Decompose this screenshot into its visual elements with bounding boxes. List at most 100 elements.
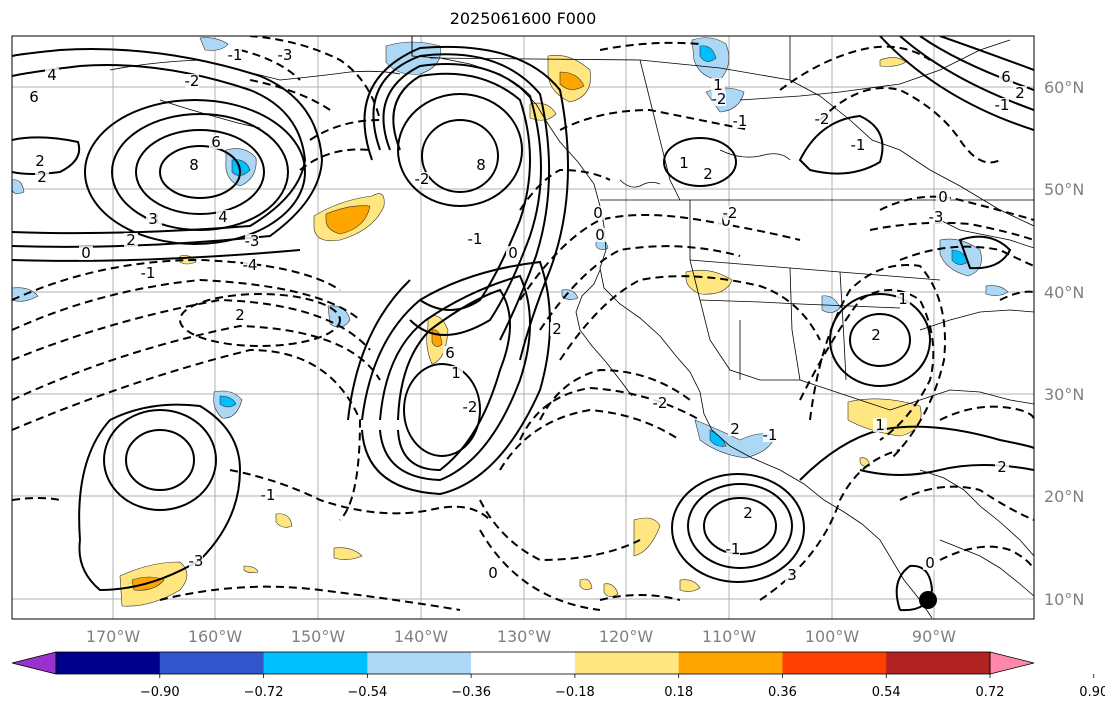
colorbar-segment: [367, 652, 472, 674]
contour-value-label: -2: [463, 398, 478, 416]
longitude-tick-label: 100°W: [805, 627, 860, 646]
colorbar-tick-label: −0.72: [244, 685, 284, 700]
contour-label-bg: [785, 568, 799, 582]
contour-label-bg: [27, 90, 41, 104]
contour-value-label: -2: [815, 110, 830, 128]
contour-value-label: 2: [235, 306, 245, 324]
colorbar-segment: [159, 652, 265, 674]
contour-label-bg: [550, 322, 564, 336]
contour-label-bg: [443, 346, 457, 360]
colorbar-segment: [56, 652, 161, 674]
contour-value-label: 8: [476, 156, 486, 174]
coastlines: [109, 36, 1034, 619]
contour-label-bg: [936, 190, 950, 204]
contour-value-label: 1: [679, 154, 689, 172]
colorbar-segment: [574, 652, 680, 674]
contour-value-label: -3: [278, 46, 293, 64]
contour-label-bg: [591, 206, 605, 220]
contour-label-bg: [233, 308, 247, 322]
contour-value-label: -1: [763, 426, 778, 444]
contour-value-label: -1: [228, 46, 243, 64]
contour-label-bg: [726, 542, 740, 556]
figure-title: 2025061600 F000: [449, 9, 597, 28]
contour-value-label: 3: [148, 210, 158, 228]
latitude-labels: 60°N 50°N 40°N 30°N 20°N 10°N: [1044, 78, 1084, 609]
contour-value-label: 1: [713, 76, 723, 94]
contour-label-bg: [187, 158, 201, 172]
contour-label-bg: [851, 138, 865, 152]
colorbar-frame: [55, 651, 991, 675]
contour-value-label: 6: [445, 344, 455, 362]
contour-value-label: 0: [721, 212, 731, 230]
contour-value-label: -3: [189, 552, 204, 570]
contour-label-bg: [593, 228, 607, 242]
contour-value-label: 0: [938, 188, 948, 206]
longitude-tick-label: 110°W: [702, 627, 757, 646]
contour-label-bg: [815, 112, 829, 126]
dashed-contours: [12, 36, 1034, 611]
contour-value-label: -2: [415, 170, 430, 188]
contour-value-label: 2: [35, 152, 45, 170]
contour-value-label: -3: [245, 232, 260, 250]
contour-value-label: 0: [81, 244, 91, 262]
contour-label-bg: [869, 328, 883, 342]
colorbar-tick-label: −0.90: [140, 685, 180, 700]
contour-label-bg: [653, 396, 667, 410]
contour-label-bg: [79, 246, 93, 260]
contour-value-label: -1: [141, 264, 156, 282]
colorbar-tick-label: −0.36: [451, 685, 491, 700]
latitude-tick-label: 30°N: [1044, 385, 1084, 404]
contour-labels: 46223-36884320-2-3-1-12-2-46-10021-2-212…: [27, 46, 1027, 584]
colorbar-segment: [263, 652, 368, 674]
contour-label-bg: [228, 48, 242, 62]
contour-label-bg: [923, 556, 937, 570]
colorbar-segment: [471, 652, 576, 674]
longitude-labels: 170°W 160°W 150°W 140°W 130°W 120°W 110°W 100°W…: [86, 627, 956, 646]
latitude-tick-label: 50°N: [1044, 180, 1084, 199]
contour-label-bg: [243, 258, 257, 272]
contour-value-label: 6: [211, 133, 221, 151]
contour-label-bg: [141, 266, 155, 280]
contour-label-bg: [216, 210, 230, 224]
contour-label-bg: [474, 158, 488, 172]
contour-value-label: -1: [468, 230, 483, 248]
contour-value-label: 2: [126, 231, 136, 249]
latitude-tick-label: 60°N: [1044, 78, 1084, 97]
latitude-tick-label: 20°N: [1044, 487, 1084, 506]
longitude-tick-label: 120°W: [599, 627, 654, 646]
contour-label-bg: [712, 92, 726, 106]
colorbar-tick-label: −0.18: [555, 685, 595, 700]
contour-value-label: 2: [730, 420, 740, 438]
contour-value-label: 1: [451, 364, 461, 382]
contour-value-label: 2: [703, 165, 713, 183]
contour-label-bg: [189, 554, 203, 568]
contour-value-label: 0: [488, 564, 498, 582]
contour-label-bg: [33, 154, 47, 168]
contour-label-bg: [701, 167, 715, 181]
contour-value-label: 2: [997, 458, 1007, 476]
latitude-tick-label: 10°N: [1044, 590, 1084, 609]
contour-label-bg: [741, 506, 755, 520]
contour-label-bg: [449, 366, 463, 380]
colorbar-tick-label: 0.36: [768, 685, 797, 700]
contour-value-label: -4: [243, 256, 258, 274]
contour-label-bg: [486, 566, 500, 580]
contour-label-bg: [929, 210, 943, 224]
contour-label-bg: [245, 234, 259, 248]
contour-value-label: 3: [787, 566, 797, 584]
solid-contours: [12, 36, 1034, 612]
contour-value-label: 0: [508, 244, 518, 262]
contour-label-bg: [733, 114, 747, 128]
contour-value-label: 2: [552, 320, 562, 338]
contour-label-bg: [763, 428, 777, 442]
contour-value-label: 2: [743, 504, 753, 522]
contour-label-bg: [873, 418, 887, 432]
colorbar-segment: [782, 652, 887, 674]
colorbar-segment: [678, 652, 783, 674]
contour-value-label: 8: [189, 156, 199, 174]
contour-label-bg: [723, 206, 737, 220]
contour-label-bg: [415, 172, 429, 186]
contour-label-bg: [506, 246, 520, 260]
contour-value-label: -1: [995, 96, 1010, 114]
colorbar-segment: [886, 652, 991, 674]
